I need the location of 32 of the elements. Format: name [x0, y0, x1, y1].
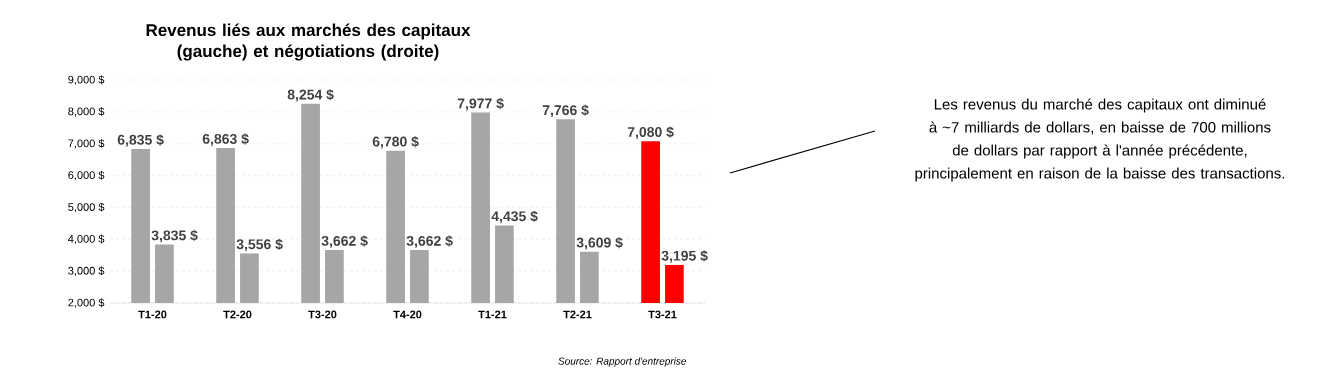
y-tick-label: 4,000 $	[68, 234, 105, 245]
x-tick-label: T3-21	[648, 310, 677, 319]
data-label: 3,835 $	[151, 229, 198, 243]
data-label: 7,977 $	[457, 97, 504, 111]
x-tick-label: T1-21	[478, 310, 507, 319]
y-tick-label: 6,000 $	[68, 170, 105, 181]
data-label: 3,609 $	[576, 236, 623, 250]
x-tick-label: T2-20	[223, 310, 252, 319]
data-label: 4,435 $	[491, 210, 538, 224]
x-tick-label: T1-20	[138, 310, 167, 319]
data-label: 3,195 $	[661, 250, 708, 263]
data-label: 6,835 $	[117, 134, 164, 147]
y-tick-label: 5,000 $	[68, 202, 105, 213]
y-tick-label: 3,000 $	[68, 266, 105, 276]
data-label: 7,080 $	[627, 126, 674, 139]
chart-title: Revenus liés aux marchés des capitaux (gauche) et négotiations (droite)	[146, 23, 471, 61]
y-tick-label: 9,000 $	[68, 75, 105, 85]
text: Les revenus du marché des capitaux ont diminué à ~7 milliards de dollars, en baisse de 700 millions de dollars par rapport à l'année précédente, principalement en raison de la baisse des transactions.	[915, 98, 1285, 182]
data-label: 6,863 $	[202, 133, 249, 146]
y-tick-label: 8,000 $	[68, 107, 105, 117]
x-tick-label: T4-20	[393, 310, 422, 319]
y-tick-label: 7,000 $	[68, 138, 105, 149]
data-label: 3,662 $	[406, 235, 453, 248]
data-label: 3,662 $	[321, 235, 368, 248]
data-label: 7,766 $	[542, 104, 589, 118]
data-label: 3,556 $	[236, 238, 283, 252]
data-label: 6,780 $	[372, 135, 419, 149]
data-label: 8,254 $	[287, 89, 334, 102]
y-tick-label: 2,000 $	[68, 298, 105, 308]
x-tick-label: T2-21	[563, 310, 592, 319]
source-note: Source: Rapport d'entreprise	[558, 357, 687, 367]
x-tick-label: T3-20	[308, 310, 337, 319]
